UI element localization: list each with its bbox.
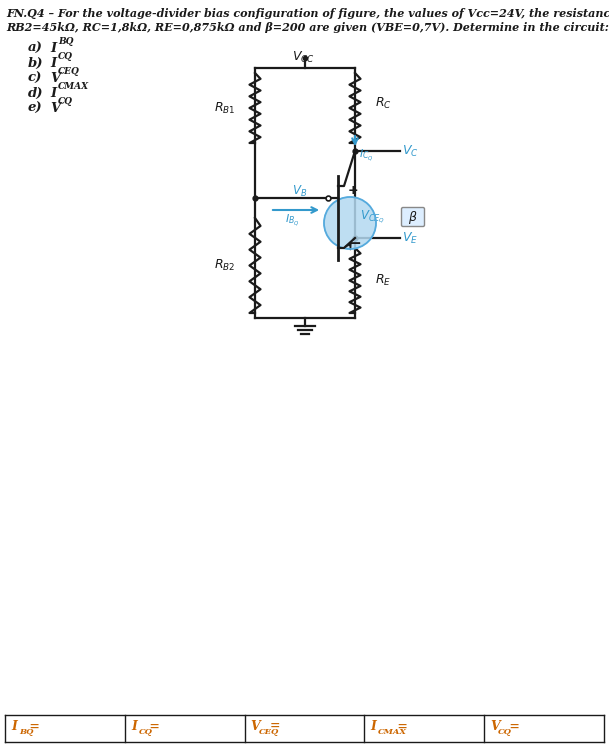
Text: $V_E$: $V_E$ bbox=[402, 231, 418, 246]
Text: $R_C$: $R_C$ bbox=[375, 95, 392, 110]
Text: V: V bbox=[50, 72, 60, 85]
Text: CMAX: CMAX bbox=[378, 727, 407, 736]
Circle shape bbox=[324, 197, 376, 249]
Text: BQ: BQ bbox=[19, 727, 33, 736]
Text: −: − bbox=[348, 237, 361, 252]
Text: a): a) bbox=[28, 42, 43, 55]
Text: =: = bbox=[269, 720, 280, 733]
Text: I: I bbox=[50, 57, 56, 70]
Text: RB2=45kΩ, RC=1,8kΩ, RE=0,875kΩ and β=200 are given (VBE=0,7V). Determine in the : RB2=45kΩ, RC=1,8kΩ, RE=0,875kΩ and β=200… bbox=[6, 22, 609, 33]
Text: I: I bbox=[370, 720, 376, 733]
Text: $\beta$: $\beta$ bbox=[408, 209, 418, 225]
Text: CQ: CQ bbox=[58, 52, 73, 61]
Text: $V_B$: $V_B$ bbox=[292, 184, 308, 199]
Text: c): c) bbox=[28, 72, 43, 85]
Text: CEQ: CEQ bbox=[259, 727, 279, 736]
Text: CEQ: CEQ bbox=[58, 67, 80, 76]
Text: $V_{CE_Q}$: $V_{CE_Q}$ bbox=[360, 209, 385, 225]
Text: I: I bbox=[131, 720, 136, 733]
Text: $R_{B2}$: $R_{B2}$ bbox=[214, 258, 236, 273]
Text: I: I bbox=[50, 42, 56, 55]
Text: $R_E$: $R_E$ bbox=[375, 273, 391, 288]
Text: CQ: CQ bbox=[139, 727, 153, 736]
Text: $I_{B_Q}$: $I_{B_Q}$ bbox=[284, 212, 299, 228]
Text: $I_{C_Q}$: $I_{C_Q}$ bbox=[359, 147, 374, 163]
Text: V: V bbox=[490, 720, 500, 733]
Text: d): d) bbox=[28, 87, 43, 100]
Text: V: V bbox=[250, 720, 261, 733]
Text: FN.Q4 – For the voltage-divider bias configuration of figure, the values of Vcc=: FN.Q4 – For the voltage-divider bias con… bbox=[6, 8, 609, 19]
Text: e): e) bbox=[28, 102, 43, 115]
Text: b): b) bbox=[28, 57, 43, 70]
Text: +: + bbox=[348, 184, 359, 197]
Text: =: = bbox=[26, 720, 40, 733]
Text: $R_{B1}$: $R_{B1}$ bbox=[214, 101, 236, 116]
Text: $V_C$: $V_C$ bbox=[402, 144, 418, 159]
Text: CQ: CQ bbox=[58, 97, 73, 106]
Text: =: = bbox=[145, 720, 160, 733]
Text: $V_{CC}$: $V_{CC}$ bbox=[292, 50, 314, 65]
Text: =: = bbox=[505, 720, 519, 733]
Text: CMAX: CMAX bbox=[58, 82, 89, 91]
FancyBboxPatch shape bbox=[401, 207, 424, 227]
Text: I: I bbox=[50, 87, 56, 100]
Text: V: V bbox=[50, 102, 60, 115]
Text: I: I bbox=[11, 720, 17, 733]
Text: CQ: CQ bbox=[498, 727, 512, 736]
Text: =: = bbox=[393, 720, 408, 733]
Text: BQ: BQ bbox=[58, 37, 74, 46]
